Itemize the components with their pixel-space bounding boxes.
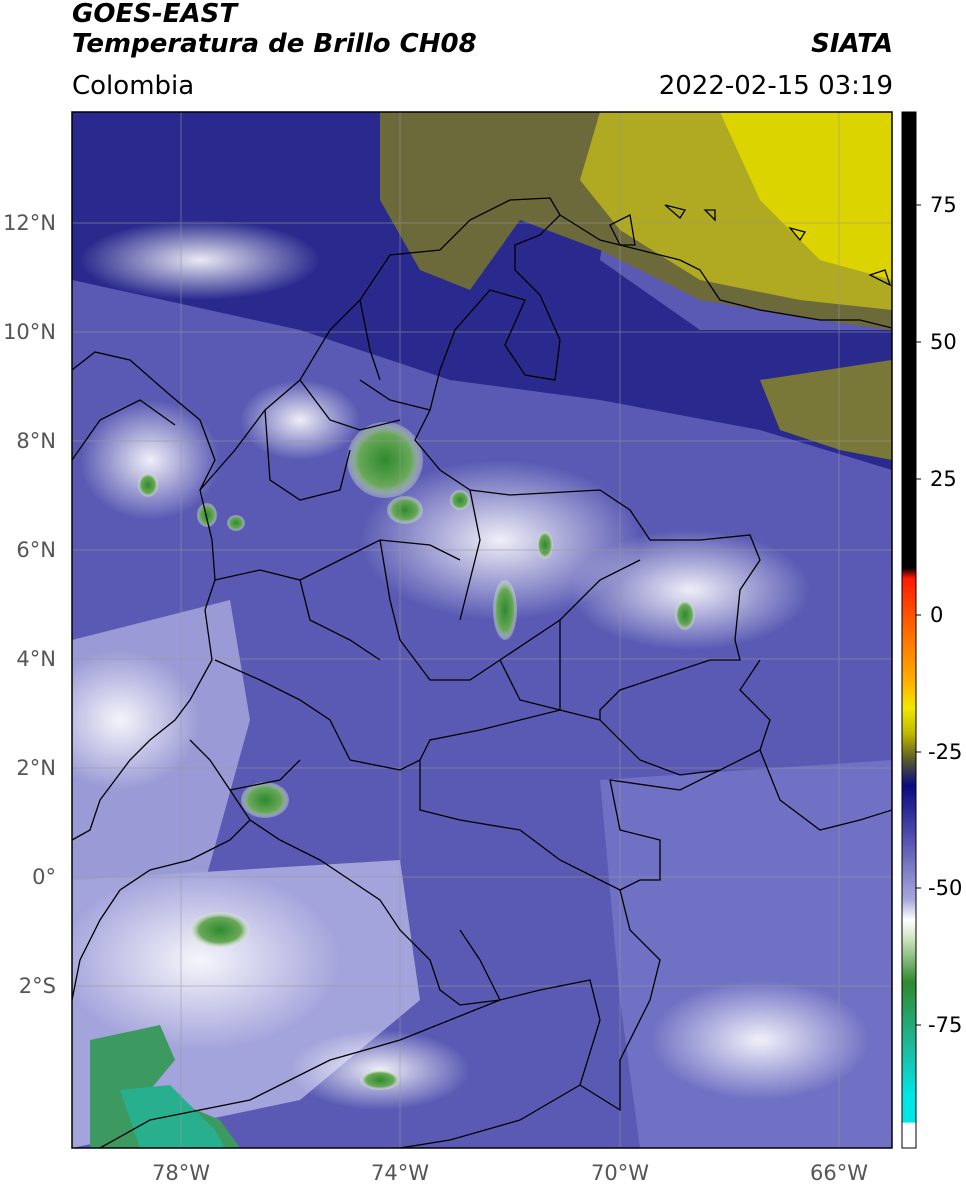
gridlines bbox=[72, 112, 892, 1148]
lat-tick-label: 0° bbox=[32, 865, 56, 889]
lon-tick-label: 74°W bbox=[371, 1161, 429, 1185]
map-frame bbox=[71, 111, 893, 1149]
colorbar-tick-label: 50 bbox=[930, 330, 957, 354]
lon-tick-label: 66°W bbox=[810, 1161, 868, 1185]
colorbar-tick-label: 0 bbox=[930, 603, 943, 627]
lat-tick-label: 6°N bbox=[16, 538, 56, 562]
longitude-axis: 78°W 74°W 70°W 66°W bbox=[152, 1161, 868, 1185]
organization-label: SIATA bbox=[811, 29, 893, 59]
colorbar-tick-label: -25 bbox=[928, 740, 962, 764]
colorbar-tick-label: 25 bbox=[930, 467, 957, 491]
lat-tick-label: 12°N bbox=[3, 211, 56, 235]
lat-tick-label: 8°N bbox=[16, 429, 56, 453]
lon-tick-label: 78°W bbox=[152, 1161, 210, 1185]
lat-tick-label: 2°N bbox=[16, 756, 56, 780]
lon-tick-label: 70°W bbox=[591, 1161, 649, 1185]
lat-tick-label: 4°N bbox=[16, 647, 56, 671]
colorbar-tick-label: -75 bbox=[928, 1013, 962, 1037]
lat-tick-label: 10°N bbox=[3, 320, 56, 344]
lat-tick-label: 2°S bbox=[19, 974, 56, 998]
latitude-axis: 12°N 10°N 8°N 6°N 4°N 2°N 0° 2°S bbox=[3, 211, 56, 998]
boundaries bbox=[72, 197, 892, 1148]
datetime-label: 2022-02-15 03:19 bbox=[658, 71, 893, 101]
colorbar-gradient bbox=[902, 112, 916, 1148]
colorbar-tick-label: -50 bbox=[928, 876, 962, 900]
satellite-field bbox=[72, 112, 892, 1148]
map-title: GOES-EAST bbox=[72, 0, 238, 29]
region-label: Colombia bbox=[72, 71, 195, 101]
colorbar-frame bbox=[901, 111, 917, 1149]
map-subtitle: Temperatura de Brillo CH08 bbox=[72, 29, 477, 59]
colorbar-tick-label: 75 bbox=[930, 193, 957, 217]
colorbar: 75 50 25 0 -25 -50 -75 bbox=[901, 111, 962, 1149]
